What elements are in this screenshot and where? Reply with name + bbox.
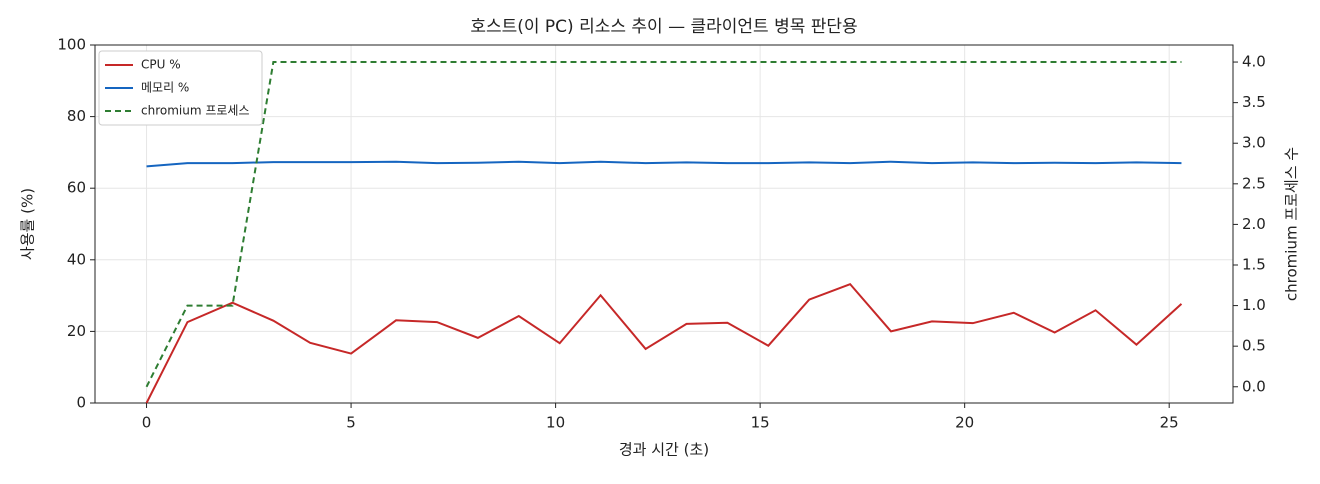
y2-tick-label: 1.0 xyxy=(1242,296,1266,314)
x-axis-label: 경과 시간 (초) xyxy=(619,441,709,459)
y2-tick-label: 3.5 xyxy=(1242,93,1266,111)
x-tick-label: 0 xyxy=(142,414,152,432)
x-tick-label: 20 xyxy=(955,414,974,432)
y-tick-label: 60 xyxy=(67,179,86,197)
y2-tick-label: 2.5 xyxy=(1242,174,1266,192)
y-tick-label: 0 xyxy=(76,394,86,412)
y-tick-label: 100 xyxy=(57,36,86,54)
y2-tick-label: 4.0 xyxy=(1242,53,1266,71)
y2-tick-label: 1.5 xyxy=(1242,255,1266,273)
y2-axis-label: chromium 프로세스 수 xyxy=(1283,147,1301,301)
y-tick-label: 80 xyxy=(67,107,86,125)
legend-label: 메모리 % xyxy=(141,81,189,95)
y-axis-label: 사용률 (%) xyxy=(19,188,37,260)
legend-box xyxy=(98,50,263,126)
series-line xyxy=(145,61,1182,388)
y2-tick-label: 3.0 xyxy=(1242,134,1266,152)
y2-tick-label: 0.5 xyxy=(1242,337,1266,355)
series-line xyxy=(145,282,1183,404)
y2-tick-label: 2.0 xyxy=(1242,215,1266,233)
plot-frame xyxy=(94,44,1234,404)
x-tick-label: 5 xyxy=(346,414,356,432)
series-line xyxy=(146,160,1182,168)
x-tick-label: 15 xyxy=(751,414,770,432)
y-tick-label: 40 xyxy=(67,250,86,268)
y2-tick-label: 0.0 xyxy=(1242,377,1266,395)
y-tick-label: 20 xyxy=(67,322,86,340)
x-tick-label: 25 xyxy=(1160,414,1179,432)
legend-label: CPU % xyxy=(141,58,181,72)
legend-label: chromium 프로세스 xyxy=(141,104,250,118)
x-tick-label: 10 xyxy=(546,414,565,432)
chart-title: 호스트(이 PC) 리소스 추이 — 클라이언트 병목 판단용 xyxy=(470,17,857,37)
